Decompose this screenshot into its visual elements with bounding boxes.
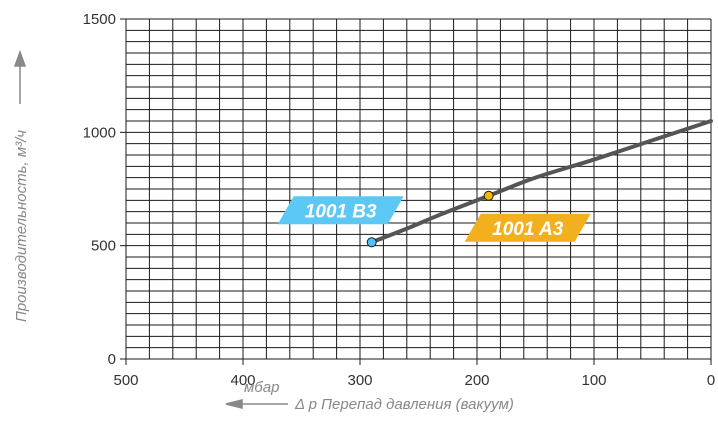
y-axis-arrow-icon	[13, 49, 27, 104]
model-label: 1001 A3	[492, 219, 564, 240]
series-layer	[369, 119, 713, 245]
grid	[125, 18, 712, 360]
x-tick-label: 300	[347, 372, 372, 389]
model-label: 1001 B3	[305, 201, 377, 222]
x-axis-unit: мбар	[244, 379, 279, 396]
model-label-box	[464, 213, 591, 242]
x-tick-label: 0	[707, 372, 715, 389]
x-axis-label: Δ p Перепад давления (вакуум)	[294, 396, 514, 413]
x-tick-label: 200	[464, 372, 489, 389]
y-tick-label: 1500	[83, 11, 116, 28]
x-tick-label: 400	[230, 372, 255, 389]
y-tick-label: 500	[91, 238, 116, 255]
y-tick-label: 1000	[83, 124, 116, 141]
x-tick-label: 100	[581, 372, 606, 389]
model-labels: 1001 B3 1001 A3	[277, 190, 591, 248]
data-point	[366, 237, 377, 248]
model-label-box	[277, 196, 404, 225]
data-point	[483, 190, 494, 201]
series-line	[369, 119, 713, 245]
y-tick-label: 0	[108, 351, 116, 368]
y-axis-label: Производительность, м³/ч	[13, 130, 30, 322]
x-tick-label: 500	[113, 372, 138, 389]
x-axis-arrow-icon	[225, 399, 288, 409]
